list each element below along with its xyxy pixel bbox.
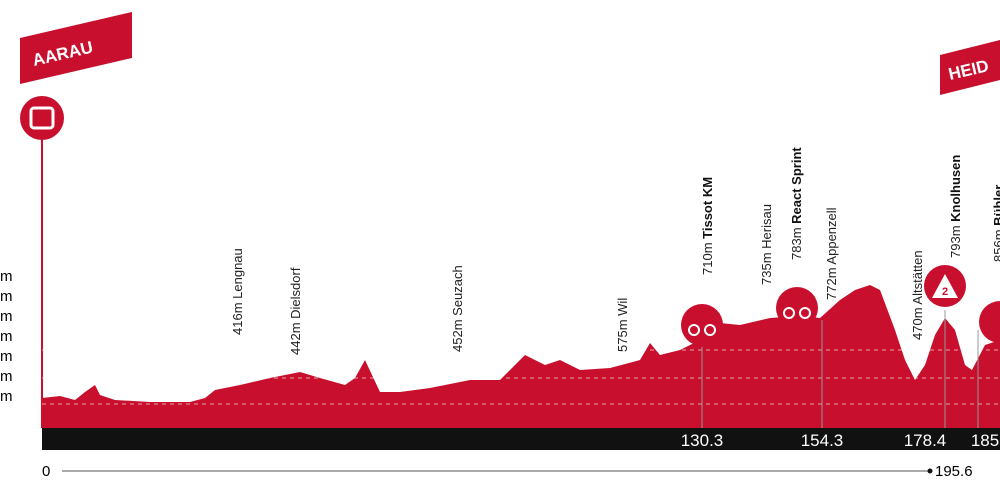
waypoint-label: 575m Wil (615, 298, 630, 352)
waypoint-name: Seuzach (450, 265, 465, 316)
waypoint-altitude: 783m (789, 227, 804, 260)
distance-end-dot (927, 468, 933, 474)
km-marker: 130.3 (681, 431, 724, 450)
altitude-label: m (0, 388, 13, 405)
km-marker: 154.3 (801, 431, 844, 450)
km-bar (42, 428, 1000, 450)
distance-end: 195.6 (935, 463, 973, 480)
waypoint-altitude: 442m (288, 322, 303, 355)
waypoint-altitude: 452m (450, 319, 465, 352)
waypoint-altitude: 575m (615, 319, 630, 352)
altitude-label: m (0, 328, 13, 345)
finish-flag (940, 40, 1000, 95)
climb-glyph (932, 274, 958, 298)
altitude-label: m (0, 308, 13, 325)
km-marker: 178.4 (904, 431, 947, 450)
waypoint-altitude: 856m (991, 229, 1000, 262)
marker-lines (701, 310, 979, 428)
start-icon-glyph (29, 106, 55, 130)
waypoint-label: 735m Herisau (759, 204, 774, 285)
km-marker: 185 (971, 431, 999, 450)
waypoint-altitude: 470m (910, 307, 925, 340)
waypoint-name: Appenzell (824, 207, 839, 264)
waypoint-label: 856m Bühler (991, 185, 1000, 262)
waypoint-label: 416m Lengnau (230, 248, 245, 335)
start-flag (20, 12, 132, 84)
elevation-profile (42, 285, 1000, 428)
waypoint-name: Tissot KM (700, 177, 715, 239)
waypoint-name: Knolhusen (948, 155, 963, 222)
waypoint-label: 783m React Sprint (789, 147, 804, 260)
climb-icon (979, 301, 1000, 343)
waypoint-name: Wil (615, 298, 630, 316)
altitude-label: m (0, 268, 13, 285)
sprint-icon (776, 287, 818, 329)
waypoint-name: Lengnau (230, 248, 245, 299)
altitude-label: m (0, 348, 13, 365)
kom-sprint-icon (681, 304, 723, 346)
waypoint-label: 442m Dielsdorf (288, 267, 303, 355)
waypoint-label: 710m Tissot KM (700, 177, 715, 275)
waypoint-name: Herisau (759, 204, 774, 249)
waypoint-altitude: 793m (948, 225, 963, 258)
altitude-label: m (0, 368, 13, 385)
start-icon (20, 96, 64, 140)
altitude-label: m (0, 288, 13, 305)
waypoint-altitude: 416m (230, 302, 245, 335)
bike-glyphs (688, 307, 811, 336)
waypoint-name: Dielsdorf (288, 267, 303, 319)
waypoint-altitude: 710m (700, 242, 715, 275)
waypoint-label: 470m Altstätten (910, 250, 925, 340)
waypoint-label: 772m Appenzell (824, 207, 839, 300)
waypoint-altitude: 735m (759, 252, 774, 285)
waypoint-altitude: 772m (824, 267, 839, 300)
climb-category: 2 (942, 286, 948, 298)
waypoint-name: React Sprint (789, 147, 804, 224)
waypoint-name: Bühler (991, 185, 1000, 226)
waypoint-name: Altstätten (910, 250, 925, 304)
waypoint-label: 793m Knolhusen (948, 155, 963, 258)
distance-start: 0 (42, 463, 50, 480)
waypoint-label: 452m Seuzach (450, 265, 465, 352)
